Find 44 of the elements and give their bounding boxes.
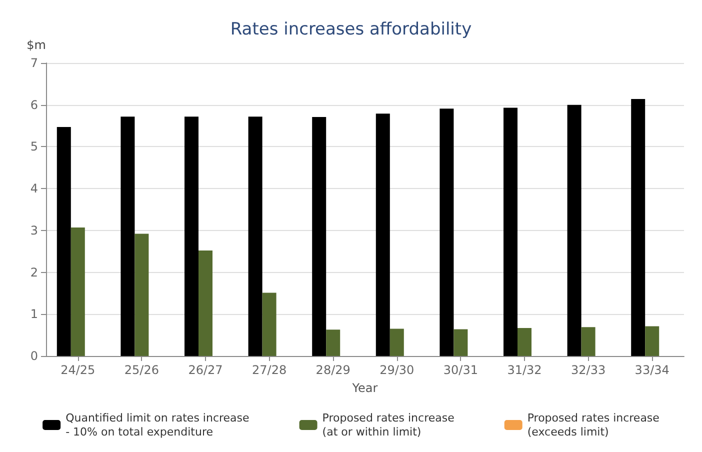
bar	[581, 327, 596, 356]
chart-title: Rates increases affordability	[230, 20, 472, 40]
legend-label: Proposed rates increase (exceeds limit)	[527, 412, 660, 438]
bar	[631, 98, 646, 356]
x-tick-label: 32/33	[571, 363, 606, 377]
x-tick-label: 30/31	[443, 363, 478, 377]
bar	[56, 127, 71, 356]
bar	[518, 328, 532, 356]
bar	[184, 116, 198, 356]
y-tick-label: 5	[30, 140, 38, 154]
bar	[390, 328, 404, 356]
x-tick-label: 29/30	[380, 363, 414, 377]
x-tick-label: 31/32	[507, 363, 542, 377]
x-axis-title: Year	[351, 381, 378, 395]
y-tick-label: 6	[30, 98, 38, 112]
x-tick-label: 25/26	[124, 363, 159, 377]
y-tick-label: 1	[30, 307, 38, 322]
bar	[262, 292, 276, 356]
bar	[454, 329, 468, 356]
x-tick-label: 27/28	[252, 363, 287, 377]
y-tick-label: 2	[30, 265, 38, 280]
legend-label: Quantified limit on rates increase - 10% on total expenditure	[66, 412, 250, 438]
bar	[567, 104, 582, 356]
bar	[504, 108, 518, 356]
legend-label: Proposed rates increase (at or within limit)	[322, 412, 455, 438]
x-tick-label: 28/29	[316, 363, 350, 377]
bar	[134, 234, 149, 356]
y-tick-label: 7	[30, 56, 38, 70]
y-axis-title: $m	[26, 38, 46, 52]
y-tick-label: 0	[30, 349, 38, 363]
x-tick-label: 24/25	[60, 363, 96, 377]
bar	[645, 326, 660, 356]
x-tick-label: 26/27	[188, 363, 223, 377]
bar	[198, 250, 212, 356]
bar	[326, 330, 340, 356]
bar	[120, 116, 135, 356]
bar	[440, 108, 454, 356]
y-tick-label: 4	[30, 182, 38, 196]
y-tick-label: 3	[30, 223, 38, 238]
bar	[70, 228, 85, 356]
bar	[248, 116, 262, 356]
bar	[312, 116, 326, 356]
bar	[376, 114, 390, 356]
x-tick-label: 33/34	[634, 363, 670, 377]
